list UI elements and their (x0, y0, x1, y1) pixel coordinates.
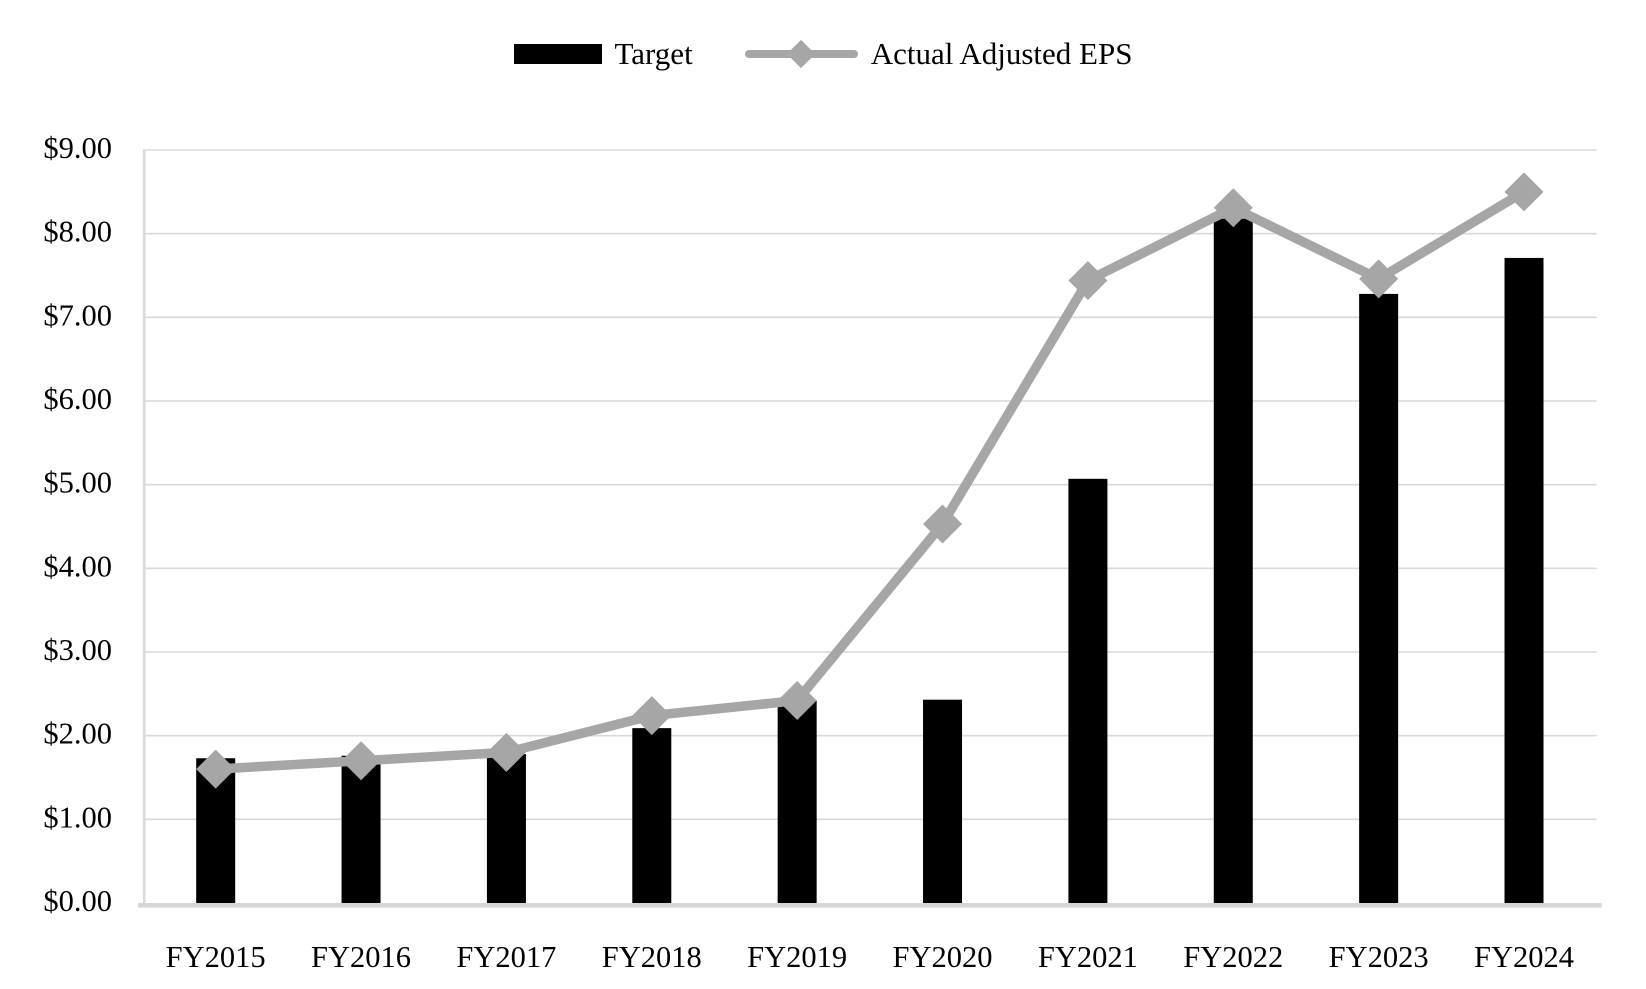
diamond-marker-icon (786, 39, 815, 69)
target-bar-swatch (513, 44, 602, 64)
y-tick-label: $5.00 (43, 466, 112, 500)
y-tick-label: $6.00 (43, 382, 112, 416)
target-bar (341, 755, 381, 903)
legend-item-target: Target (513, 35, 693, 71)
x-tick-label: FY2016 (311, 940, 411, 974)
y-tick-label: $7.00 (43, 298, 112, 332)
x-tick-label: FY2022 (1183, 940, 1283, 974)
target-bar (923, 699, 963, 903)
y-tick-label: $3.00 (43, 633, 112, 667)
target-bar (777, 700, 817, 903)
actual-eps-marker (1068, 261, 1108, 301)
target-bar (1504, 257, 1544, 903)
actual-eps-marker (1213, 188, 1253, 228)
actual-eps-line (210, 187, 1529, 774)
y-tick-label: $4.00 (43, 549, 112, 583)
x-tick-label: FY2024 (1474, 940, 1574, 974)
actual-eps-marker (777, 681, 817, 721)
chart-legend: Target Actual Adjusted EPS (0, 34, 1646, 74)
actual-eps-marker (341, 741, 381, 781)
actual-eps-marker (632, 696, 672, 736)
y-tick-label: $0.00 (43, 884, 112, 918)
x-tick-label: FY2015 (166, 940, 266, 974)
actual-eps-marker (196, 749, 236, 789)
target-bar (486, 754, 526, 903)
legend-label-target: Target (614, 35, 693, 71)
y-tick-label: $8.00 (43, 215, 112, 249)
actual-eps-marker (923, 504, 963, 544)
y-tick-label: $1.00 (43, 800, 112, 834)
target-bar (1359, 293, 1399, 903)
legend-item-actual-eps: Actual Adjusted EPS (744, 34, 1133, 74)
x-tick-label: FY2018 (602, 940, 702, 974)
legend-label-actual-eps: Actual Adjusted EPS (870, 35, 1133, 71)
x-tick-label: FY2020 (893, 940, 993, 974)
target-bar (1213, 218, 1253, 903)
target-bar (1068, 478, 1108, 903)
actual-eps-line-swatch (744, 34, 858, 74)
x-tick-label: FY2017 (456, 940, 556, 974)
target-bar (632, 728, 672, 903)
y-tick-label: $2.00 (43, 717, 112, 751)
actual-eps-marker (486, 732, 526, 772)
actual-eps-marker (1359, 259, 1399, 299)
actual-eps-marker (1504, 172, 1544, 212)
x-tick-label: FY2019 (747, 940, 847, 974)
x-axis-line (138, 903, 1602, 908)
x-tick-label: FY2021 (1038, 940, 1138, 974)
x-tick-label: FY2023 (1329, 940, 1429, 974)
y-tick-label: $9.00 (43, 131, 112, 165)
